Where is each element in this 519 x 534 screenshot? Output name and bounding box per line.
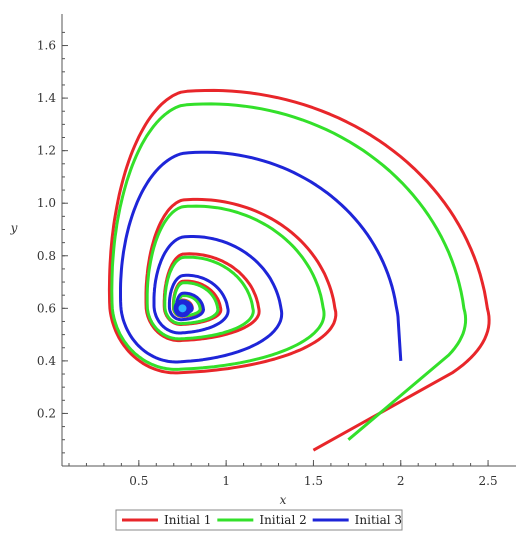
- x-tick-label: 2.5: [479, 474, 498, 488]
- legend-label-1: Initial 1: [164, 513, 211, 527]
- x-tick-label: 0.5: [129, 474, 148, 488]
- series-line-1: [107, 88, 491, 452]
- legend-label-2: Initial 2: [259, 513, 306, 527]
- x-tick-label: 1.5: [304, 474, 323, 488]
- y-axis-label: y: [10, 221, 18, 235]
- trajectory-layer: [107, 88, 491, 452]
- y-tick-label: 0.4: [37, 354, 56, 368]
- y-tick-label: 1.4: [37, 91, 56, 105]
- x-axis-label: x: [280, 493, 287, 507]
- y-tick-label: 1.6: [37, 39, 56, 53]
- y-tick-label: 0.8: [37, 249, 56, 263]
- series-line-2: [110, 102, 468, 441]
- y-tick-label: 0.6: [37, 301, 56, 315]
- axes: 0.5 1 1.5 2 2.5 0.2 0.4 0.6 0.8 1.0 1.2 1.4 1.6: [37, 14, 516, 488]
- series-line-3: [119, 150, 403, 364]
- y-tick-label: 1.2: [37, 144, 56, 158]
- legend: Initial 1 Initial 2 Initial 3: [115, 509, 403, 531]
- y-tick-label: 1.0: [37, 196, 56, 210]
- equilibrium-core: [178, 304, 187, 313]
- legend-box: [115, 509, 403, 531]
- x-tick-label: 1: [222, 474, 230, 488]
- x-tick-label: 2: [397, 474, 405, 488]
- legend-label-3: Initial 3: [355, 513, 402, 527]
- y-tick-label: 0.2: [37, 406, 56, 420]
